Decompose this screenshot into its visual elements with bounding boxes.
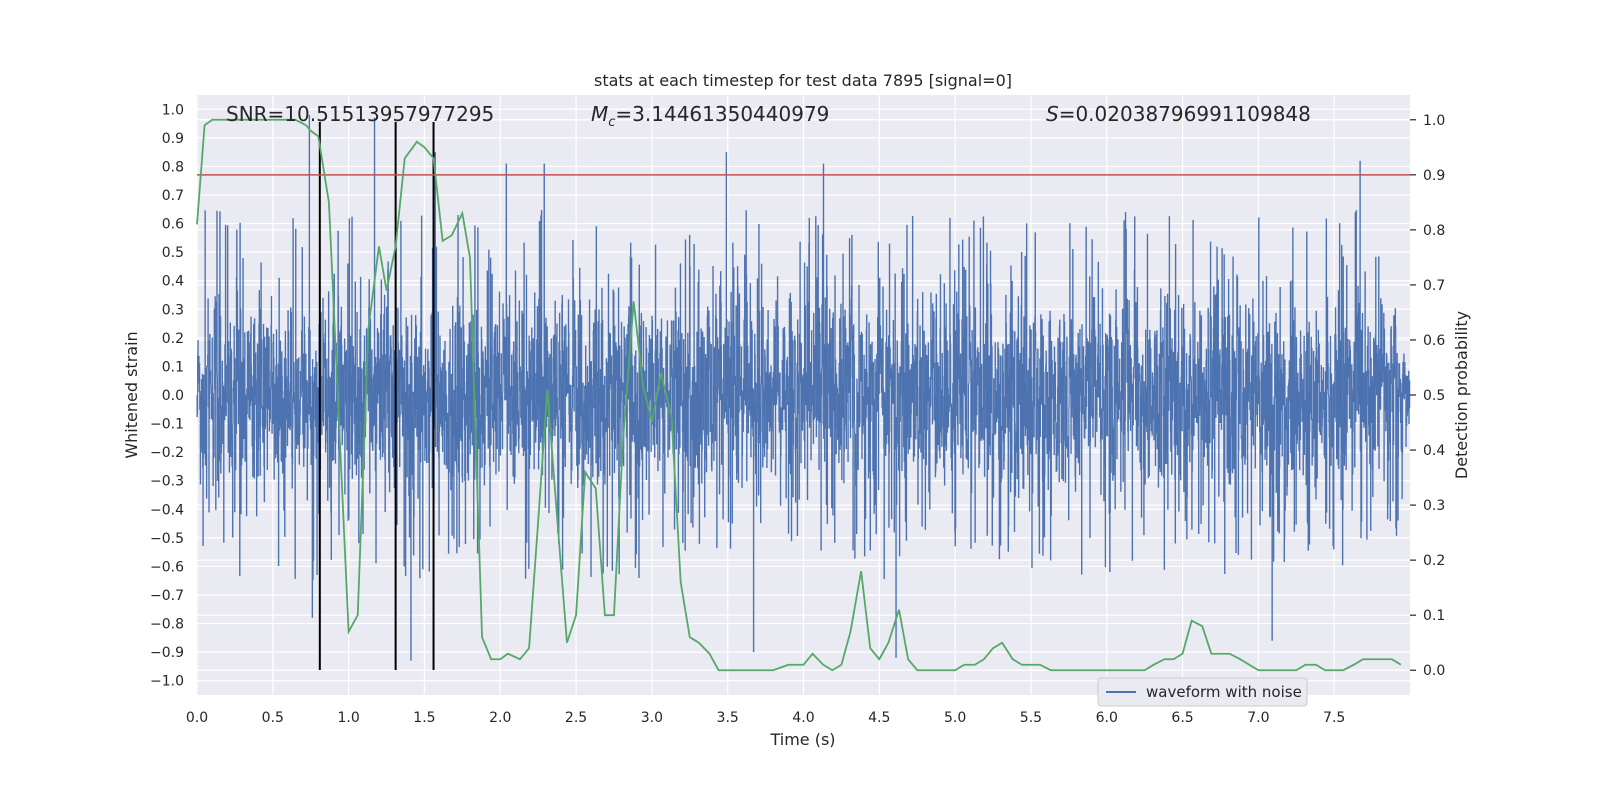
y-axis-label: Whitened strain (122, 331, 141, 458)
y-tick-labels: 1.0 0.9 0.8 0.7 0.6 0.5 0.4 0.3 0.2 0.1 0.0 −0.1 −0.… (150, 102, 184, 689)
y-tick-label: −0.8 (150, 617, 184, 633)
x-tick-label: 0.0 (186, 710, 208, 726)
y-tick-label: 0.1 (162, 359, 184, 375)
y2-tick-label: 0.6 (1423, 333, 1445, 349)
chart-title: stats at each timestep for test data 789… (594, 71, 1012, 90)
y2-tick-labels: 1.0 0.9 0.8 0.7 0.6 0.5 0.4 0.3 0.2 0.1 0.0 (1410, 113, 1445, 679)
y-tick-label: 0.9 (162, 131, 184, 147)
x-tick-label: 6.0 (1096, 710, 1118, 726)
waveform-series (196, 115, 1411, 661)
y-tick-label: 0.8 (162, 159, 184, 175)
y-tick-label: 0.6 (162, 217, 184, 233)
y-tick-label: −1.0 (150, 674, 184, 690)
y2-tick-label: 0.7 (1423, 278, 1445, 294)
y2-tick-label: 0.1 (1423, 608, 1445, 624)
y-tick-label: −0.6 (150, 559, 184, 575)
x-tick-label: 2.0 (489, 710, 511, 726)
y-tick-label: 0.4 (162, 274, 184, 290)
x-tick-label: 3.0 (641, 710, 663, 726)
s-annotation: S=0.02038796991109848 (1046, 102, 1311, 126)
y2-tick-label: 0.8 (1423, 223, 1445, 239)
y-tick-label: 0.3 (162, 302, 184, 318)
chirp-mass-value: =3.14461350440979 (615, 102, 829, 126)
waveform-trace (196, 115, 1411, 661)
x-tick-label: 7.0 (1247, 710, 1269, 726)
chirp-mass-symbol: M (591, 102, 608, 126)
x-tick-label: 1.5 (413, 710, 435, 726)
legend-box (1097, 677, 1308, 707)
x-tick-labels: 0.0 0.5 1.0 1.5 2.0 2.5 3.0 3.5 4.0 4.5 5.0 5.5 6.0 6… (186, 710, 1345, 726)
legend: waveform with noise (1097, 677, 1308, 707)
x-axis-label: Time (s) (769, 730, 835, 749)
y-tick-label: 0.0 (162, 388, 184, 404)
y-tick-label: −0.4 (150, 502, 184, 518)
y2-tick-label: 0.3 (1423, 498, 1445, 514)
y-tick-label: −0.1 (150, 417, 184, 433)
x-tick-label: 5.5 (1020, 710, 1042, 726)
s-symbol: S (1046, 102, 1059, 126)
x-tick-label: 1.0 (337, 710, 359, 726)
y-tick-label: −0.3 (150, 474, 184, 490)
x-tick-label: 4.0 (792, 710, 814, 726)
x-tick-label: 2.5 (565, 710, 587, 726)
y-tick-label: 0.5 (162, 245, 184, 261)
y2-tick-label: 0.9 (1423, 168, 1445, 184)
y2-tick-label: 0.4 (1423, 443, 1445, 459)
y2-tick-label: 0.2 (1423, 553, 1445, 569)
y2-axis-label: Detection probability (1452, 311, 1471, 479)
y2-tick-label: 1.0 (1423, 113, 1445, 129)
y-tick-label: 0.7 (162, 188, 184, 204)
y2-tick-label: 0.5 (1423, 388, 1445, 404)
y-tick-label: −0.7 (150, 588, 184, 604)
x-tick-label: 6.5 (1171, 710, 1193, 726)
x-tick-label: 4.5 (868, 710, 890, 726)
y-tick-label: −0.5 (150, 531, 184, 547)
y-tick-label: −0.2 (150, 445, 184, 461)
chirp-mass-subscript: c (608, 115, 615, 130)
chirp-mass-annotation: Mc=3.14461350440979 (591, 102, 829, 130)
y-tick-label: 1.0 (162, 102, 184, 118)
x-tick-label: 3.5 (717, 710, 739, 726)
y2-tick-label: 0.0 (1423, 663, 1445, 679)
x-tick-label: 7.5 (1323, 710, 1345, 726)
y-tick-label: 0.2 (162, 331, 184, 347)
snr-annotation: SNR=10.51513957977295 (226, 102, 494, 126)
y-tick-label: −0.9 (150, 645, 184, 661)
detection-probability-line (196, 118, 1402, 672)
vertical-markers (318, 122, 435, 670)
legend-label: waveform with noise (1146, 683, 1302, 701)
x-tick-label: 5.0 (944, 710, 966, 726)
s-value: =0.02038796991109848 (1059, 102, 1311, 126)
x-tick-label: 0.5 (262, 710, 284, 726)
